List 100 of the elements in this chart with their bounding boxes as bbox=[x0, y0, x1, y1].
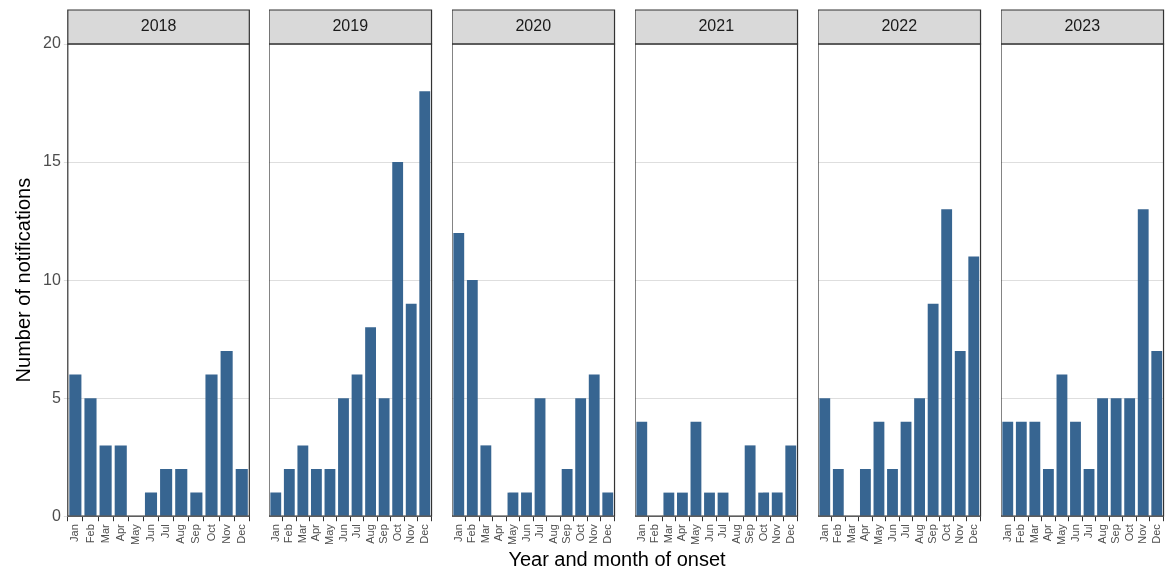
bar bbox=[859, 469, 871, 516]
x-tick-label: Feb bbox=[1014, 524, 1027, 544]
x-axis-title: Year and month of onset bbox=[507, 548, 727, 571]
x-tick-label: Dec bbox=[783, 523, 796, 544]
bar bbox=[1002, 421, 1014, 516]
x-tick-label: Dec bbox=[234, 523, 247, 544]
x-tick-label: Aug bbox=[546, 524, 559, 544]
bar bbox=[521, 492, 532, 516]
x-tick-label: Feb bbox=[282, 524, 295, 544]
x-tick-label: May bbox=[688, 523, 701, 545]
x-tick-label: Aug bbox=[363, 524, 376, 544]
x-tick-label: Nov bbox=[1136, 523, 1149, 544]
x-tick-label: Jul bbox=[716, 524, 729, 539]
bar bbox=[310, 469, 322, 516]
x-tick-label: Feb bbox=[831, 524, 844, 544]
bar bbox=[453, 232, 465, 516]
bar bbox=[324, 469, 336, 516]
x-tick-label: Feb bbox=[648, 524, 661, 544]
x-tick-label: Jul bbox=[1082, 524, 1095, 539]
x-tick-label: Feb bbox=[83, 524, 96, 544]
x-tick-label: Nov bbox=[219, 523, 232, 544]
bar bbox=[114, 445, 127, 516]
x-tick-label: Nov bbox=[404, 523, 417, 544]
x-tick-label: Jan bbox=[451, 524, 464, 542]
x-tick-label: Oct bbox=[939, 524, 952, 542]
bar bbox=[297, 445, 309, 516]
bar bbox=[968, 256, 980, 516]
x-tick-label: Dec bbox=[966, 523, 979, 544]
bar bbox=[205, 374, 218, 516]
bar bbox=[235, 469, 248, 516]
x-tick-label: Jun bbox=[1068, 524, 1081, 542]
bar bbox=[283, 469, 295, 516]
x-tick-label: Oct bbox=[573, 524, 586, 542]
x-tick-label: Mar bbox=[295, 523, 308, 544]
bar bbox=[927, 303, 939, 516]
y-tick-label: 5 bbox=[51, 388, 61, 406]
bar bbox=[1151, 350, 1163, 516]
x-tick-label: Oct bbox=[1122, 524, 1135, 542]
bar bbox=[419, 91, 431, 516]
x-tick-label: Nov bbox=[770, 523, 783, 544]
bar bbox=[507, 492, 519, 516]
bar bbox=[873, 421, 885, 516]
x-tick-label: Jan bbox=[268, 524, 281, 542]
x-tick-label: Oct bbox=[756, 524, 769, 542]
x-tick-label: Oct bbox=[204, 524, 217, 542]
y-tick-label: 10 bbox=[43, 270, 61, 288]
x-tick-label: Jun bbox=[519, 524, 532, 542]
bar bbox=[144, 492, 158, 516]
x-tick-label: Mar bbox=[844, 523, 857, 544]
x-tick-label: Jul bbox=[159, 524, 172, 539]
x-tick-label: Aug bbox=[174, 524, 187, 544]
bar bbox=[1015, 421, 1027, 516]
chart-title: 2023 bbox=[1064, 17, 1101, 35]
chart-title: 2019 bbox=[332, 17, 369, 35]
chart-title: 2018 bbox=[140, 17, 177, 35]
x-tick-label: Jun bbox=[702, 524, 715, 542]
x-tick-label: Aug bbox=[1095, 524, 1108, 544]
bar bbox=[819, 398, 831, 516]
x-tick-label: Jan bbox=[817, 524, 830, 542]
x-tick-label: Apr bbox=[309, 523, 322, 542]
x-tick-label: Apr bbox=[113, 523, 126, 542]
bar bbox=[405, 303, 417, 516]
bar bbox=[941, 209, 953, 516]
x-tick-label: May bbox=[871, 523, 884, 545]
x-tick-label: Jan bbox=[1000, 524, 1013, 542]
bar bbox=[220, 350, 233, 516]
bar bbox=[914, 398, 925, 516]
x-tick-label: Sep bbox=[560, 524, 573, 544]
bar bbox=[602, 492, 614, 516]
bar bbox=[480, 445, 492, 516]
x-tick-label: Mar bbox=[1027, 523, 1040, 544]
x-tick-label: May bbox=[322, 523, 335, 545]
x-tick-label: Aug bbox=[912, 524, 925, 544]
x-tick-label: May bbox=[505, 523, 518, 545]
x-tick-label: Jul bbox=[533, 524, 546, 539]
bar bbox=[270, 492, 282, 516]
bar bbox=[69, 374, 82, 516]
chart-title: 2022 bbox=[881, 17, 918, 35]
x-tick-label: Sep bbox=[189, 524, 202, 544]
bar bbox=[365, 327, 376, 516]
bar bbox=[900, 421, 912, 516]
bar bbox=[392, 162, 404, 516]
bar bbox=[1029, 421, 1041, 516]
bar bbox=[466, 280, 478, 516]
x-tick-label: Mar bbox=[98, 523, 111, 544]
x-tick-label: Dec bbox=[1149, 523, 1162, 544]
x-tick-label: Jun bbox=[885, 524, 898, 542]
x-tick-label: Jun bbox=[144, 524, 157, 542]
x-tick-label: Dec bbox=[417, 523, 430, 544]
x-tick-label: Mar bbox=[661, 523, 674, 544]
bar bbox=[887, 469, 898, 516]
bar bbox=[1083, 469, 1095, 516]
bar bbox=[1042, 469, 1054, 516]
y-tick-label: 0 bbox=[51, 506, 61, 524]
bar bbox=[1124, 398, 1136, 516]
bar bbox=[175, 469, 188, 516]
bar bbox=[378, 398, 390, 516]
bar bbox=[351, 374, 363, 516]
x-tick-label: Jul bbox=[899, 524, 912, 539]
x-tick-label: May bbox=[128, 523, 141, 545]
